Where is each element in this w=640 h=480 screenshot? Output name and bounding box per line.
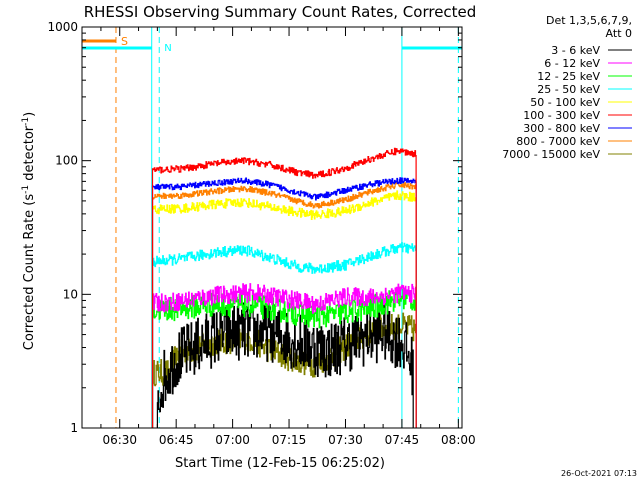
x-axis-label: Start Time (12-Feb-15 06:25:02) <box>175 456 385 471</box>
legend-header-line-1: Det 1,3,5,6,7,9, <box>546 14 632 27</box>
x-tick-label: 08:00 <box>441 433 476 447</box>
chart-title: RHESSI Observing Summary Count Rates, Co… <box>84 3 477 21</box>
x-tick-label: 07:30 <box>328 433 363 447</box>
series-line-6 <box>151 177 417 428</box>
legend-label: 300 - 800 keV <box>523 122 600 135</box>
y-tick-label: 100 <box>55 154 78 168</box>
x-tick-label: 07:45 <box>385 433 420 447</box>
series-layer <box>151 147 417 428</box>
x-tick-label: 07:00 <box>215 433 250 447</box>
plot-frame <box>81 26 463 429</box>
x-tick-label: 06:45 <box>159 433 194 447</box>
series-line-1 <box>151 283 417 428</box>
y-tick-label: 1 <box>70 421 78 435</box>
series-line-3 <box>151 242 417 428</box>
annotations: SN <box>82 27 462 428</box>
series-line-7 <box>151 182 417 428</box>
y-tick-label: 1000 <box>47 20 78 34</box>
legend-label: 800 - 7000 keV <box>516 135 600 148</box>
legend-label: 12 - 25 keV <box>537 70 600 83</box>
footer-timestamp: 26-Oct-2021 07:13 <box>561 469 637 478</box>
x-tick-label: 06:30 <box>102 433 137 447</box>
series-line-4 <box>151 190 417 428</box>
legend-label: 6 - 12 keV <box>544 57 600 70</box>
legend-label: 100 - 300 keV <box>523 109 600 122</box>
series-line-0 <box>156 302 414 428</box>
legend-label: 7000 - 15000 keV <box>502 148 600 161</box>
y-tick-label: 10 <box>63 287 78 301</box>
legend-header-line-2: Att 0 <box>606 27 632 40</box>
night-label: N <box>164 43 171 54</box>
legend-label: 50 - 100 keV <box>530 96 600 109</box>
legend-label: 3 - 6 keV <box>551 44 600 57</box>
series-line-5 <box>151 147 417 428</box>
axes: 1 10 100 1000 06:30 06:45 07:00 07:15 07:30 07:45… <box>47 20 475 447</box>
saa-label: S <box>121 35 128 48</box>
x-tick-label: 07:15 <box>272 433 307 447</box>
y-axis-label: Corrected Count Rate (s-1 detector-1) <box>21 112 37 350</box>
legend-label: 25 - 50 keV <box>537 83 600 96</box>
